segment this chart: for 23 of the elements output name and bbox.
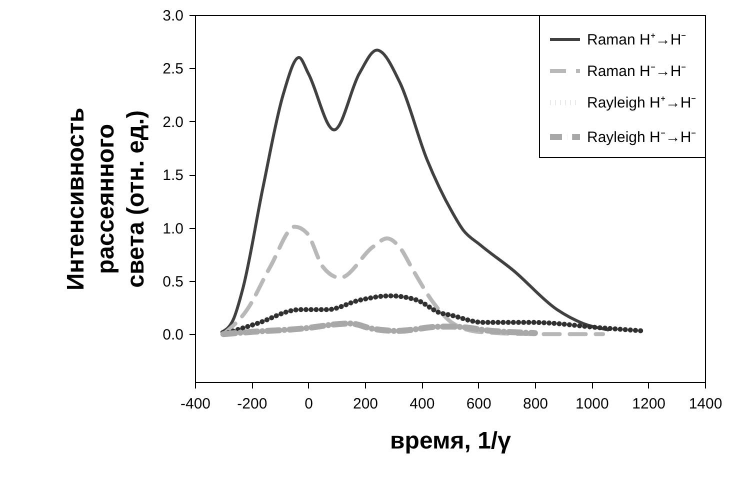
x-tick-label: 1400 (688, 396, 722, 412)
x-tick-label: 200 (352, 396, 378, 412)
y-tick-label: 2.0 (162, 114, 184, 131)
x-tick-label: 600 (466, 396, 492, 412)
y-tick-label: 1.0 (162, 220, 184, 238)
legend-label: Rayleigh H⁺→H⁻ (587, 94, 696, 112)
y-axis-title: Интенсивность рассеянного света (отн. ед.) (62, 108, 150, 290)
y-tick-label: 2.5 (162, 60, 184, 78)
x-tick-label: -400 (180, 396, 211, 412)
x-tick-label: 400 (410, 396, 435, 412)
x-tick-label: -200 (237, 396, 268, 412)
y-tick-label: 1.5 (162, 167, 184, 184)
x-axis-title: время, 1/γ (390, 428, 512, 454)
x-tick-label: 1200 (632, 396, 666, 412)
y-tick-label: 0.0 (162, 326, 184, 344)
legend-label: Rayleigh H⁻→H⁻ (587, 129, 696, 146)
y-tick-label: 3.0 (162, 8, 184, 24)
x-tick-label: 800 (522, 396, 548, 412)
legend-label: Raman H⁻→H⁻ (587, 63, 686, 80)
legend-label: Raman H⁺→H⁻ (587, 32, 686, 48)
y-tick-label: 0.5 (162, 273, 184, 290)
x-tick-label: 1000 (575, 396, 609, 412)
x-tick-label: 0 (304, 396, 314, 412)
